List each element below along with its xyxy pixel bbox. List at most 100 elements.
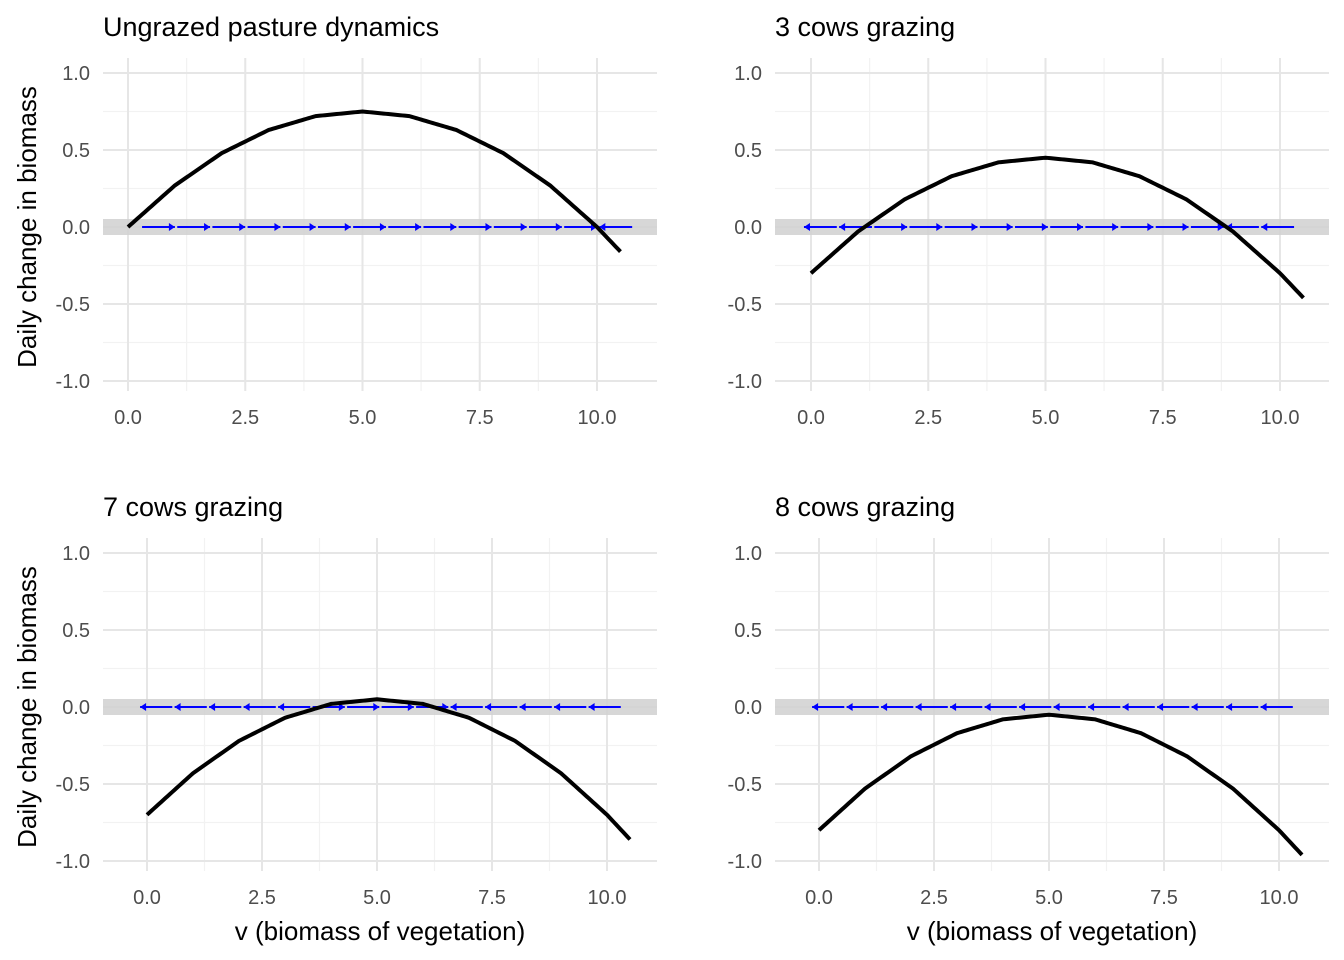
y-tick-label: 0.5 (734, 140, 762, 162)
flow-arrow-head (1226, 703, 1233, 711)
y-tick-label: 1.0 (734, 63, 762, 85)
flow-arrow-head (1147, 223, 1154, 231)
x-tick-label: 10.0 (588, 887, 627, 909)
flow-arrow-head (901, 223, 908, 231)
flow-arrow-head (1019, 703, 1026, 711)
flow-arrow-head (915, 703, 922, 711)
flow-arrow-head (204, 223, 211, 231)
flow-arrow-head (599, 223, 606, 231)
x-tick-label: 2.5 (920, 887, 948, 909)
flow-arrow-head (846, 703, 853, 711)
x-tick-label: 7.5 (1150, 887, 1178, 909)
panel-title: 8 cows grazing (775, 492, 955, 522)
y-tick-label: -0.5 (728, 774, 762, 796)
flow-arrow-head (1217, 223, 1224, 231)
panel-title: 3 cows grazing (775, 12, 955, 42)
flow-arrow-head (984, 703, 991, 711)
flow-arrow-head (554, 703, 561, 711)
flow-arrow-head (1122, 703, 1129, 711)
growth-curve-line (817, 712, 1304, 857)
x-tick-label: 5.0 (349, 407, 377, 429)
flow-arrow-head (243, 703, 250, 711)
x-tick-label: 5.0 (1032, 407, 1060, 429)
y-tick-label: -0.5 (56, 774, 90, 796)
y-tick-label: 0.0 (734, 697, 762, 719)
flow-arrow-head (1157, 703, 1164, 711)
y-tick-label: 1.0 (62, 543, 90, 565)
x-tick-label: 10.0 (1260, 887, 1299, 909)
flow-arrow-head (1182, 223, 1189, 231)
flow-arrow-head (338, 703, 345, 711)
y-axis-title: Daily change in biomass (12, 86, 42, 368)
y-tick-label: -0.5 (728, 294, 762, 316)
flow-arrow-head (373, 703, 380, 711)
flow-arrow-head (450, 223, 457, 231)
x-tick-label: 0.0 (133, 887, 161, 909)
y-tick-label: 1.0 (62, 63, 90, 85)
flow-arrows (142, 223, 633, 231)
flow-arrow-head (174, 703, 181, 711)
flow-arrows (140, 703, 621, 711)
flow-arrow-head (278, 703, 285, 711)
flow-arrow-head (950, 703, 957, 711)
x-axis-title: v (biomass of vegetation) (907, 916, 1197, 946)
y-tick-label: -1.0 (728, 851, 762, 873)
flow-arrow-head (803, 223, 810, 231)
flow-arrow-head (168, 223, 175, 231)
x-tick-label: 0.0 (797, 407, 825, 429)
y-tick-label: 0.5 (62, 140, 90, 162)
flow-arrow-head (1041, 223, 1048, 231)
y-tick-label: 0.0 (62, 697, 90, 719)
flow-arrow-head (1112, 223, 1119, 231)
growth-curve-line (809, 155, 1305, 300)
x-tick-label: 7.5 (478, 887, 506, 909)
flow-arrow-head (344, 223, 351, 231)
x-tick-label: 2.5 (231, 407, 259, 429)
panel-ungrazed: Ungrazed pasture dynamics 1.0 0.5 0.0 -0.5 -1… (12, 12, 657, 429)
y-tick-label: 0.0 (734, 217, 762, 239)
y-tick-label: -1.0 (56, 371, 90, 393)
flow-arrow-head (1006, 223, 1013, 231)
x-tick-label: 0.0 (114, 407, 142, 429)
x-axis-title: v (biomass of vegetation) (235, 916, 525, 946)
y-tick-label: -1.0 (56, 851, 90, 873)
panel-3-cows: 3 cows grazing 1.0 0.5 0.0 -0.5 -1.0 0.0 2.5 5.0… (728, 12, 1329, 429)
x-tick-label: 10.0 (1261, 407, 1300, 429)
flow-arrow-head (140, 703, 147, 711)
panel-7-cows: 7 cows grazing 1.0 0.5 0.0 -0.5 -1.0 0.0 2.5 5.0… (12, 492, 657, 946)
y-tick-label: 0.0 (62, 217, 90, 239)
flow-arrow-head (209, 703, 216, 711)
flow-arrows (812, 703, 1293, 711)
panel-title: 7 cows grazing (103, 492, 283, 522)
y-tick-label: 0.5 (734, 620, 762, 642)
flow-arrow-head (881, 703, 888, 711)
flow-arrow-head (1053, 703, 1060, 711)
y-tick-label: 1.0 (734, 543, 762, 565)
growth-curve-line (145, 697, 632, 841)
flow-arrow-head (415, 223, 422, 231)
flow-arrow-head (407, 703, 414, 711)
flow-arrow-head (450, 703, 457, 711)
flow-arrow-head (971, 223, 978, 231)
x-tick-label: 10.0 (578, 407, 617, 429)
flow-arrow-head (1260, 703, 1267, 711)
flow-arrow-head (485, 223, 492, 231)
flow-arrow-head (239, 223, 246, 231)
flow-arrow-head (1088, 703, 1095, 711)
panel-8-cows: 8 cows grazing 1.0 0.5 0.0 -0.5 -1.0 0.0 2.5 5.0… (728, 492, 1329, 946)
flow-arrow-head (485, 703, 492, 711)
x-tick-label: 2.5 (248, 887, 276, 909)
flow-arrow-head (839, 223, 846, 231)
flow-arrow-head (519, 703, 526, 711)
x-tick-label: 2.5 (914, 407, 942, 429)
flow-arrow-head (274, 223, 281, 231)
x-tick-label: 7.5 (466, 407, 494, 429)
y-axis-title: Daily change in biomass (12, 566, 42, 848)
y-tick-label: -1.0 (728, 371, 762, 393)
growth-curve-line (126, 109, 622, 254)
x-tick-label: 0.0 (805, 887, 833, 909)
flow-arrow-head (936, 223, 943, 231)
y-tick-label: 0.5 (62, 620, 90, 642)
flow-arrow-head (812, 703, 819, 711)
panel-title: Ungrazed pasture dynamics (103, 12, 439, 42)
